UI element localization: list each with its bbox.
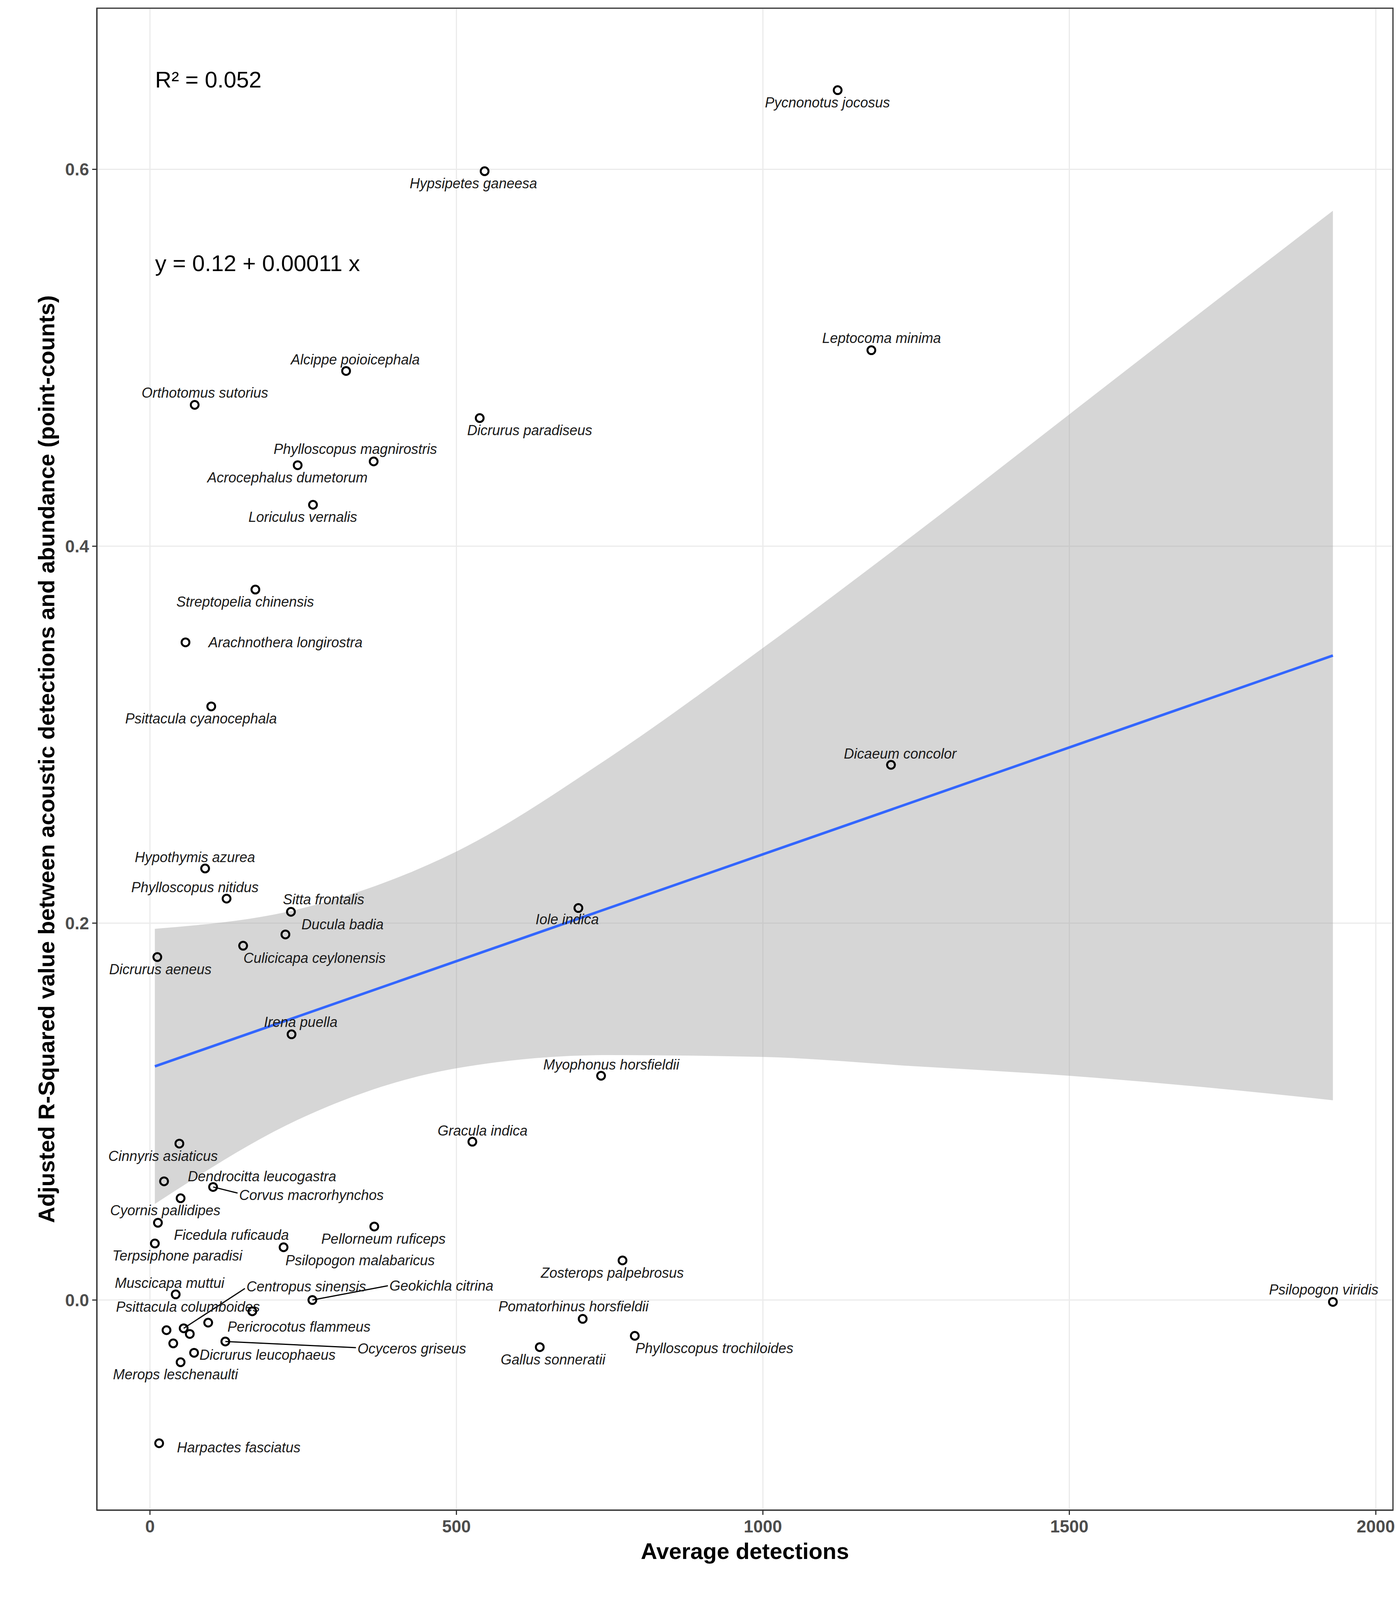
svg-text:Gracula indica: Gracula indica	[437, 1122, 528, 1139]
svg-text:0.0: 0.0	[65, 1290, 90, 1310]
svg-text:Corvus macrorhynchos: Corvus macrorhynchos	[239, 1187, 384, 1204]
svg-text:1500: 1500	[1050, 1516, 1089, 1536]
svg-text:2000: 2000	[1356, 1516, 1395, 1536]
svg-text:Phylloscopus trochiloides: Phylloscopus trochiloides	[635, 1340, 794, 1357]
svg-text:Psittacula columboides: Psittacula columboides	[116, 1298, 260, 1315]
svg-text:Alcippe poioicephala: Alcippe poioicephala	[289, 351, 420, 368]
svg-text:Centropus sinensis: Centropus sinensis	[246, 1278, 367, 1295]
svg-text:Arachnothera longirostra: Arachnothera longirostra	[207, 634, 363, 651]
svg-text:Phylloscopus nitidus: Phylloscopus nitidus	[131, 879, 259, 896]
svg-text:Sitta frontalis: Sitta frontalis	[282, 891, 365, 908]
svg-text:0: 0	[145, 1516, 155, 1536]
svg-text:Harpactes fasciatus: Harpactes fasciatus	[176, 1439, 301, 1456]
svg-text:Psilopogon viridis: Psilopogon viridis	[1269, 1281, 1379, 1298]
svg-text:Dicrurus paradiseus: Dicrurus paradiseus	[467, 422, 593, 439]
html-text:R² = 0.052: R² = 0.052	[155, 66, 262, 93]
svg-text:Pomatorhinus horsfieldii: Pomatorhinus horsfieldii	[498, 1298, 649, 1315]
svg-text:Cinnyris asiaticus: Cinnyris asiaticus	[108, 1148, 218, 1165]
svg-text:Culicicapa ceylonensis: Culicicapa ceylonensis	[243, 950, 386, 967]
svg-text:Cyornis pallidipes: Cyornis pallidipes	[110, 1202, 221, 1219]
svg-text:Orthotomus sutorius: Orthotomus sutorius	[141, 384, 268, 401]
svg-text:Pycnonotus jocosus: Pycnonotus jocosus	[764, 94, 890, 111]
svg-text:Loriculus vernalis: Loriculus vernalis	[248, 508, 358, 525]
svg-text:Average detections: Average detections	[641, 1538, 850, 1564]
svg-text:0.6: 0.6	[65, 159, 90, 179]
svg-text:Terpsiphone paradisi: Terpsiphone paradisi	[112, 1247, 243, 1264]
svg-text:Streptopelia chinensis: Streptopelia chinensis	[176, 593, 315, 610]
svg-text:Iole indica: Iole indica	[535, 911, 599, 928]
svg-text:Acrocephalus dumetorum: Acrocephalus dumetorum	[206, 469, 368, 486]
svg-text:Dicaeum concolor: Dicaeum concolor	[843, 745, 958, 762]
svg-text:0.2: 0.2	[65, 913, 90, 933]
svg-text:Geokichla citrina: Geokichla citrina	[389, 1277, 494, 1294]
svg-text:Muscicapa muttui: Muscicapa muttui	[114, 1275, 225, 1292]
svg-text:Zosterops palpebrosus: Zosterops palpebrosus	[540, 1264, 684, 1281]
svg-text:Dicrurus leucophaeus: Dicrurus leucophaeus	[199, 1346, 336, 1363]
svg-text:500: 500	[442, 1516, 471, 1536]
svg-text:Adjusted R-Squared value betwe: Adjusted R-Squared value between acousti…	[33, 295, 59, 1224]
svg-text:Dicrurus aeneus: Dicrurus aeneus	[108, 961, 212, 978]
svg-text:1000: 1000	[743, 1516, 783, 1536]
svg-text:Ficedula ruficauda: Ficedula ruficauda	[173, 1226, 289, 1243]
html-text:y = 0.12 + 0.00011 x: y = 0.12 + 0.00011 x	[155, 250, 360, 276]
svg-text:Hypsipetes ganeesa: Hypsipetes ganeesa	[409, 175, 538, 192]
svg-text:Pericrocotus flammeus: Pericrocotus flammeus	[227, 1318, 371, 1335]
svg-text:Irena puella: Irena puella	[264, 1014, 338, 1031]
svg-text:Dendrocitta leucogastra: Dendrocitta leucogastra	[187, 1168, 337, 1185]
svg-text:Myophonus horsfieldii: Myophonus horsfieldii	[543, 1056, 680, 1073]
svg-text:Phylloscopus magnirostris: Phylloscopus magnirostris	[273, 441, 437, 458]
svg-text:Psittacula cyanocephala: Psittacula cyanocephala	[125, 710, 277, 727]
svg-text:Ducula badia: Ducula badia	[301, 916, 384, 933]
svg-text:Ocyceros griseus: Ocyceros griseus	[357, 1340, 467, 1357]
svg-text:Gallus sonneratii: Gallus sonneratii	[500, 1351, 606, 1368]
svg-text:Merops leschenaulti: Merops leschenaulti	[112, 1366, 239, 1383]
svg-text:Hypothymis azurea: Hypothymis azurea	[134, 849, 256, 866]
svg-text:0.4: 0.4	[65, 536, 90, 556]
svg-text:Psilopogon malabaricus: Psilopogon malabaricus	[285, 1252, 435, 1269]
svg-text:Pellorneum ruficeps: Pellorneum ruficeps	[321, 1230, 446, 1247]
svg-text:Leptocoma minima: Leptocoma minima	[822, 330, 942, 347]
